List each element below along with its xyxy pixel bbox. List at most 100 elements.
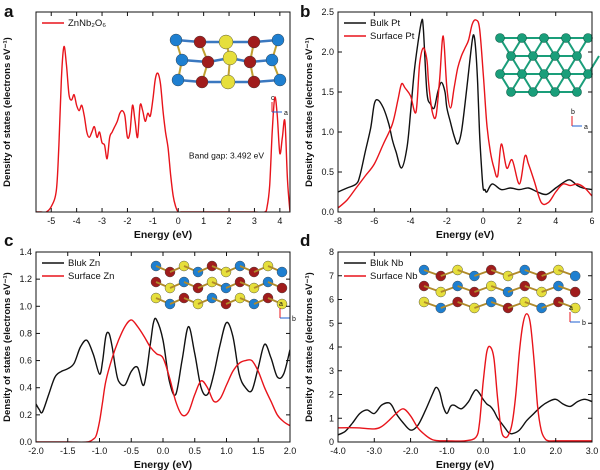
atom	[273, 73, 287, 87]
x-tick-label: 3	[252, 216, 257, 226]
atom	[506, 51, 516, 61]
atom	[528, 51, 538, 61]
compass-label-right: b	[582, 320, 586, 327]
x-axis-label: Energy (eV)	[436, 229, 494, 241]
atom	[265, 53, 279, 67]
atom	[171, 73, 185, 87]
x-tick-label: 0.0	[157, 446, 170, 456]
x-tick-label: -5	[47, 216, 55, 226]
compass-label-up: a	[279, 301, 283, 308]
compass-label-up: c	[271, 95, 275, 102]
legend-entry: Bluk Nb	[370, 258, 403, 269]
atom	[247, 35, 261, 49]
x-tick-label: -1.0	[92, 446, 108, 456]
y-tick-label: 2.0	[321, 47, 334, 57]
y-tick-label: 1.2	[19, 274, 32, 284]
y-axis-label: Density of states (electrons eV⁻¹)	[2, 272, 13, 422]
y-tick-label: 8	[329, 247, 334, 257]
x-tick-label: 1.0	[220, 446, 233, 456]
y-tick-label: 0	[329, 437, 334, 447]
x-axis-label: Energy (eV)	[134, 459, 192, 470]
band-gap-annotation: Band gap: 3.492 eV	[189, 151, 264, 161]
panel-label: b	[300, 2, 310, 21]
x-tick-label: -1.0	[439, 446, 455, 456]
atom	[583, 69, 593, 79]
atom	[222, 50, 238, 66]
axis-compass-icon: ab	[569, 305, 586, 327]
x-tick-label: -2	[443, 216, 451, 226]
x-tick-label: 0.0	[477, 446, 490, 456]
atom	[169, 33, 183, 47]
chart-panel-c: cab-2.0 -1.5 -1.0 -0.5 0.0 0.5 1.0 1.5 2.00.00.2…	[2, 231, 296, 470]
x-tick-label: -2	[123, 216, 131, 226]
x-tick-label: -2.0	[28, 446, 44, 456]
x-tick-label: 1	[201, 216, 206, 226]
x-tick-label: 4	[277, 216, 282, 226]
series-line-surface-zn	[36, 319, 290, 442]
y-axis-label: Density of states (electrons eV⁻¹)	[304, 37, 315, 187]
y-tick-label: 1.4	[19, 247, 32, 257]
x-tick-label: 0	[481, 216, 486, 226]
atom	[561, 33, 571, 43]
atom	[276, 266, 288, 278]
legend-entry: Bulk Pt	[370, 18, 400, 29]
panel-label: a	[4, 2, 14, 21]
legend-entry: Bluk Zn	[68, 258, 100, 269]
atom	[570, 270, 581, 282]
x-tick-label: 0	[176, 216, 181, 226]
zn-surface-structure-icon: ab	[150, 260, 296, 323]
x-tick-label: 6	[589, 216, 594, 226]
x-tick-label: -6	[370, 216, 378, 226]
x-tick-label: 2	[517, 216, 522, 226]
y-tick-label: 5	[329, 318, 334, 328]
series-line-surface-pt	[338, 19, 592, 209]
x-tick-label: 4	[553, 216, 558, 226]
x-tick-label: -8	[334, 216, 342, 226]
plot-frame	[35, 11, 291, 213]
series-line-bulk-pt	[338, 18, 592, 196]
plot-frame	[337, 11, 593, 213]
x-tick-label: 3.0	[586, 446, 599, 456]
x-tick-label: 2	[227, 216, 232, 226]
series-group	[338, 18, 592, 209]
compass-label-right: a	[584, 124, 588, 131]
legend-entry: Surface Nb	[370, 271, 418, 282]
series-group	[36, 317, 290, 442]
compass-label-right: b	[292, 316, 296, 323]
atom	[570, 302, 581, 314]
compass-label-up: a	[569, 305, 573, 312]
y-tick-label: 0.4	[19, 383, 32, 393]
x-tick-label: 1.0	[513, 446, 526, 456]
y-tick-label: 6	[329, 295, 334, 305]
panel-label: d	[300, 231, 310, 250]
series-line-surface-nb	[338, 313, 592, 442]
chart-panel-b: bba-8 -6 -4 -2 0 2 4 60.00.51.01.52.02.5Energy …	[300, 2, 600, 241]
series-group	[36, 45, 290, 212]
x-tick-label: -3	[98, 216, 106, 226]
x-tick-label: -4	[73, 216, 81, 226]
compass-label-right: a	[284, 110, 288, 117]
y-tick-label: 1	[329, 413, 334, 423]
x-tick-label: 0.5	[188, 446, 201, 456]
atom	[271, 33, 285, 47]
y-tick-label: 1.0	[19, 301, 32, 311]
y-tick-label: 0.0	[19, 437, 32, 447]
atom	[561, 69, 571, 79]
atom	[570, 286, 581, 298]
legend-entry: ZnNb₂O₆	[68, 18, 106, 29]
x-tick-label: -4	[407, 216, 415, 226]
atom	[495, 33, 505, 43]
atom	[247, 75, 261, 89]
panel-label: c	[4, 231, 13, 250]
atom	[243, 55, 257, 69]
series-line-bluk-zn	[36, 317, 290, 414]
y-tick-label: 0.0	[321, 207, 334, 217]
x-tick-label: 2.0	[549, 446, 562, 456]
x-tick-label: 2.0	[284, 446, 297, 456]
atom	[495, 69, 505, 79]
axis-compass-icon: ca	[271, 95, 288, 117]
atom	[528, 87, 538, 97]
atom	[550, 87, 560, 97]
x-tick-label: -2.0	[403, 446, 419, 456]
